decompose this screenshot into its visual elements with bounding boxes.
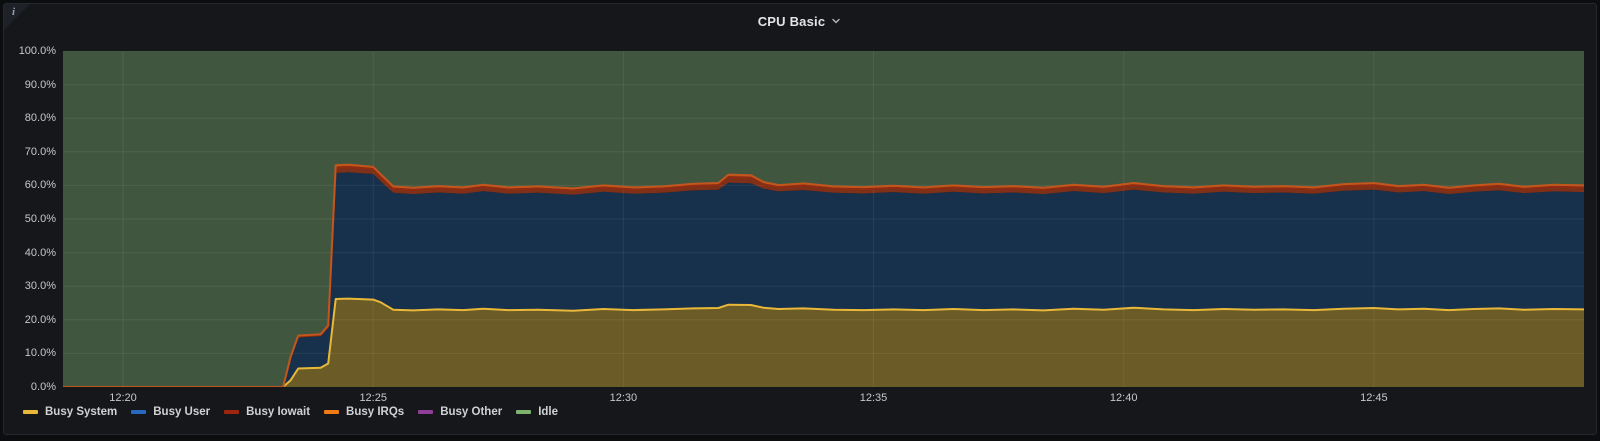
y-axis-label: 20.0% [24,313,56,326]
panel-info-corner[interactable] [4,4,30,30]
chart-area[interactable] [63,51,1584,387]
panel-title[interactable]: CPU Basic [757,13,826,29]
series-fill-busy-user [63,172,1584,387]
y-axis-label: 100.0% [18,45,56,57]
chevron-down-icon [830,15,842,27]
cpu-basic-panel: i CPU Basic 100.0% 90.0% 80.0% 70.0% 60.0% 50… [3,3,1597,435]
legend-swatch [131,410,147,414]
x-axis-label: 12:35 [859,392,888,404]
series-fill-busy-iowait [63,166,1584,387]
series-line-busy-system [63,297,1584,387]
legend-item-busy-other[interactable]: Busy Other [418,405,502,419]
series-line-busy-iowait [63,165,1584,387]
legend-swatch [516,410,532,414]
y-axis-label: 80.0% [24,112,56,125]
series-line-busy-irqs [63,163,1584,387]
panel-header[interactable]: CPU Basic [4,4,1596,38]
legend-item-busy-system[interactable]: Busy System [23,405,117,419]
stacked-area-chart[interactable] [63,51,1584,387]
legend-item-busy-user[interactable]: Busy User [131,405,210,419]
legend-item-busy-iowait[interactable]: Busy Iowait [224,405,310,419]
y-axis-label: 50.0% [24,213,56,225]
y-axis-label: 60.0% [24,179,56,192]
x-axis-label: 12:25 [359,392,387,404]
y-axis-label: 0.0% [30,381,56,393]
legend-item-busy-irqs[interactable]: Busy IRQs [324,405,404,419]
legend-label: Busy Iowait [246,406,311,418]
legend-swatch [224,410,240,414]
x-axis-label: 12:20 [109,392,137,404]
y-axis-label: 10.0% [24,347,56,360]
legend-label: Idle [538,406,559,418]
y-axis-label: 70.0% [24,145,56,158]
y-axis-label: 90.0% [24,78,56,91]
y-axis-label: 40.0% [24,246,56,259]
legend-label: Busy System [45,406,118,418]
legend-label: Busy IRQs [346,406,405,418]
legend-label: Busy Other [440,406,503,418]
series-fill-busy-system [63,298,1584,387]
series-fill-idle [63,51,1584,387]
gridlines [63,51,1584,387]
legend-swatch [23,410,38,414]
legend-label: Busy User [153,406,211,418]
legend: Busy System Busy User Busy Iowait Busy IRQs… [23,403,558,421]
x-axis-label: 12:40 [1109,392,1138,404]
legend-swatch [324,410,340,414]
info-icon: i [12,6,16,18]
x-axis-label: 12:45 [1360,392,1388,404]
y-axis-label: 30.0% [24,280,56,293]
legend-swatch [418,410,434,414]
x-axis-label: 12:30 [609,392,638,404]
legend-item-idle[interactable]: Idle [516,405,558,419]
